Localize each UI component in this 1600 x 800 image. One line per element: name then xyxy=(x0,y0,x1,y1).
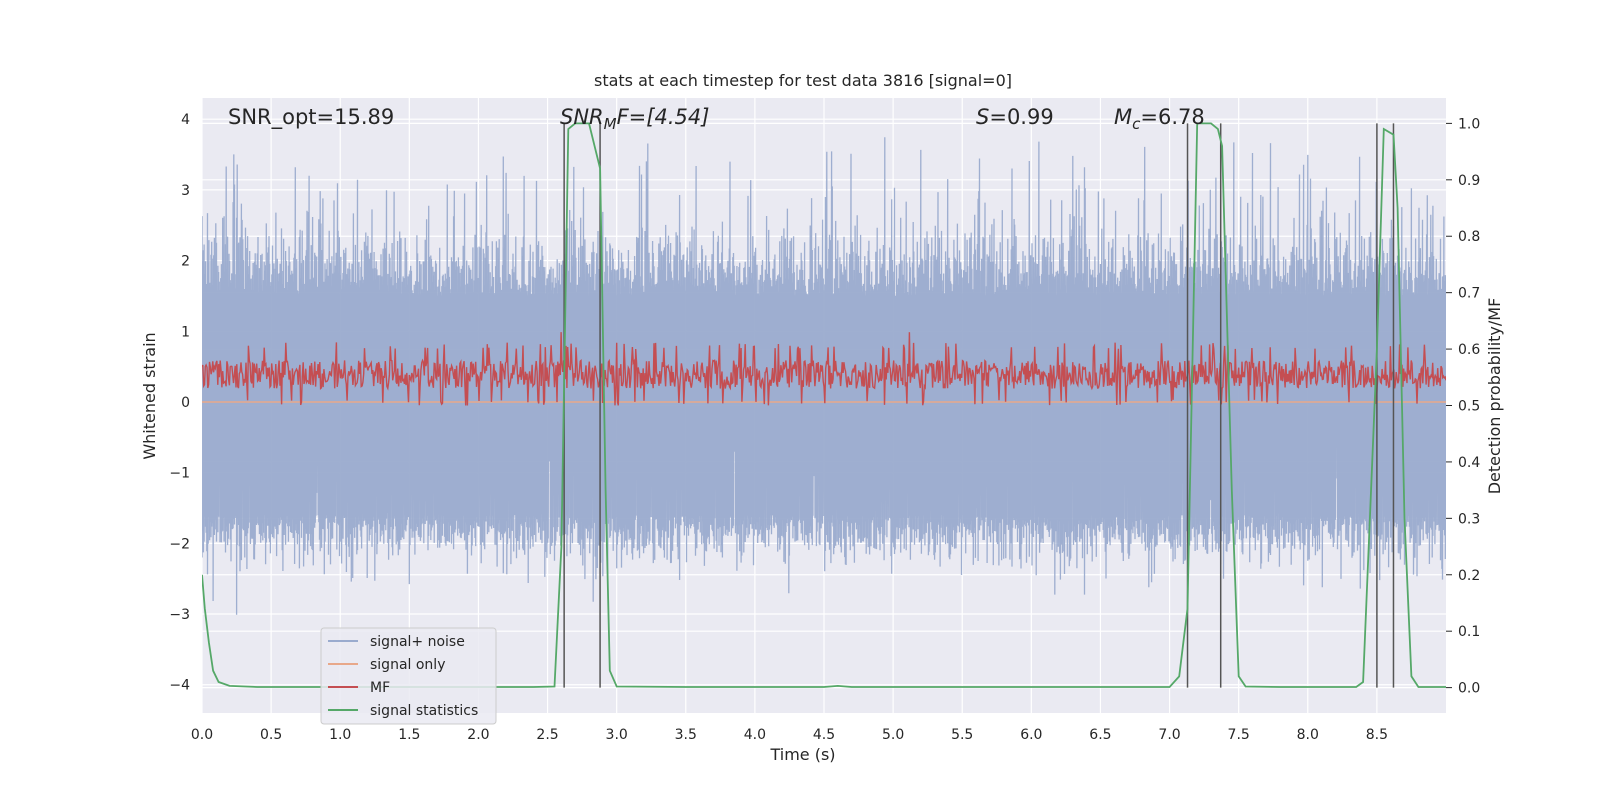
x-axis-label: Time (s) xyxy=(769,745,835,764)
x-tick-label: 3.5 xyxy=(675,727,697,743)
series-mf xyxy=(202,332,1446,406)
x-tick-label: 5.5 xyxy=(951,727,973,743)
annotation-snr-mf-sub: M xyxy=(604,115,617,133)
x-tick-label: 6.5 xyxy=(1089,727,1111,743)
y-right-tick-label: 0.5 xyxy=(1458,399,1480,415)
y-left-axis-label: Whitened strain xyxy=(140,332,159,459)
y-right-tick-label: 0.2 xyxy=(1458,568,1480,584)
y-right-tick-label: 0.0 xyxy=(1458,681,1480,697)
annotation-s: S=0.99 xyxy=(976,105,1054,129)
y-left-tick-label: −4 xyxy=(169,678,190,694)
x-tick-label: 1.5 xyxy=(398,727,420,743)
y-right-tick-label: 0.3 xyxy=(1458,511,1480,527)
annotation-snr-mf-main: SNR xyxy=(560,105,604,129)
y-left-tick-label: −3 xyxy=(169,607,190,623)
legend: signal+ noise signal only MF signal stat… xyxy=(320,627,497,725)
x-tick-label: 1.0 xyxy=(329,727,351,743)
mf-trace xyxy=(202,332,1446,406)
y-left-tick-label: 3 xyxy=(181,183,190,199)
x-tick-label: 4.0 xyxy=(744,727,766,743)
y-right-axis-label: Detection probability/MF xyxy=(1485,298,1504,495)
annotation-mc-rest: =6.78 xyxy=(1140,105,1204,129)
y-left-tick-label: −1 xyxy=(169,466,190,482)
legend-label-mf: MF xyxy=(370,680,390,696)
y-left-tick-label: 1 xyxy=(181,324,190,340)
x-axis-ticks: 0.0 0.5 1.0 1.5 2.0 2.5 3.0 3.5 4.0 4.5 5.0 5.5 6.0 6… xyxy=(191,727,1388,743)
x-tick-label: 7.5 xyxy=(1228,727,1250,743)
x-tick-label: 8.5 xyxy=(1366,727,1388,743)
annotation-snr-opt: SNR_opt=15.89 xyxy=(228,105,394,130)
plot-area xyxy=(202,122,1446,688)
annotation-mc-sub: c xyxy=(1132,115,1141,133)
y-right-tick-label: 1.0 xyxy=(1458,116,1480,132)
x-tick-label: 0.5 xyxy=(260,727,282,743)
annotation-snr-mf: SNRMF=[4.54] xyxy=(560,105,709,133)
x-tick-label: 6.0 xyxy=(1020,727,1042,743)
annotation-s-rest: =0.99 xyxy=(989,105,1053,129)
y-right-tick-label: 0.4 xyxy=(1458,455,1480,471)
series-signal-noise xyxy=(202,137,1446,615)
x-tick-label: 5.0 xyxy=(882,727,904,743)
y-left-tick-label: −2 xyxy=(169,536,190,552)
legend-label-signal-only: signal only xyxy=(370,657,445,673)
y-right-axis-ticks: 1.0 0.9 0.8 0.7 0.6 0.5 0.4 0.3 0.2 0.1 0.0 xyxy=(1446,116,1480,697)
y-right-tick-label: 0.1 xyxy=(1458,624,1480,640)
x-tick-label: 4.5 xyxy=(813,727,835,743)
x-tick-label: 2.5 xyxy=(536,727,558,743)
annotation-mc-main: M xyxy=(1114,105,1132,129)
legend-label-signal-statistics: signal statistics xyxy=(370,703,478,719)
x-tick-label: 0.0 xyxy=(191,727,213,743)
y-left-axis-ticks: 4 3 2 1 0 −1 −2 −3 −4 xyxy=(169,112,190,694)
y-right-tick-label: 0.6 xyxy=(1458,342,1480,358)
signal-noise-trace xyxy=(202,137,1446,615)
legend-label-signal-noise: signal+ noise xyxy=(370,634,465,650)
x-tick-label: 2.0 xyxy=(467,727,489,743)
legend-box xyxy=(320,627,497,725)
annotation-mc: Mc=6.78 xyxy=(1114,105,1205,133)
x-tick-label: 7.0 xyxy=(1158,727,1180,743)
annotation-s-main: S xyxy=(976,105,989,129)
x-tick-label: 3.0 xyxy=(606,727,628,743)
x-tick-label: 8.0 xyxy=(1297,727,1319,743)
y-left-tick-label: 0 xyxy=(181,395,190,411)
y-right-tick-label: 0.9 xyxy=(1458,173,1480,189)
chart-title: stats at each timestep for test data 381… xyxy=(594,71,1012,90)
y-right-tick-label: 0.7 xyxy=(1458,286,1480,302)
y-right-tick-label: 0.8 xyxy=(1458,229,1480,245)
annotation-snr-mf-rest: F=[4.54] xyxy=(617,105,710,129)
y-left-tick-label: 2 xyxy=(181,254,190,270)
y-left-tick-label: 4 xyxy=(181,112,190,128)
